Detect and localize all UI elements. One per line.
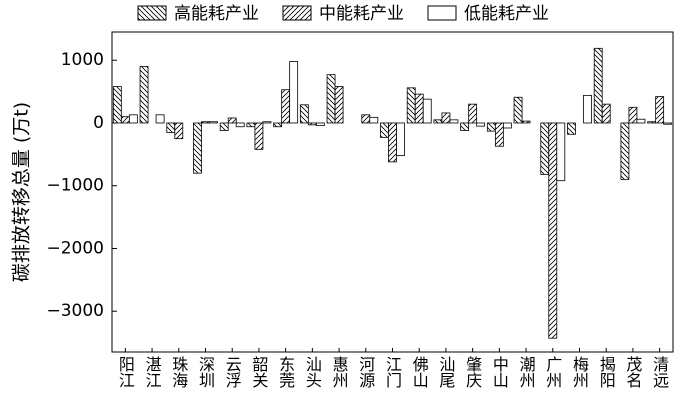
bar: [361, 114, 371, 124]
bar: [414, 93, 424, 124]
bar: [601, 103, 611, 124]
bar: [548, 122, 558, 339]
bar: [422, 98, 432, 124]
legend-swatch: [137, 5, 167, 21]
bar: [583, 94, 592, 124]
bar: [139, 66, 149, 124]
bar: [396, 122, 405, 157]
bar: [369, 116, 379, 124]
x-tick-label: 中山: [490, 356, 509, 388]
bar: [647, 121, 657, 124]
bar: [315, 122, 325, 126]
bar: [388, 122, 397, 163]
x-tick-label: 深圳: [196, 356, 215, 388]
x-tick-label: 阳江: [116, 356, 135, 388]
bar: [219, 122, 229, 131]
x-tick-label: 珠海: [169, 356, 188, 388]
bar: [433, 119, 443, 124]
bar: [128, 114, 138, 124]
bar: [262, 121, 272, 124]
plot-frame: [111, 31, 674, 353]
x-tick-label: 梅州: [570, 356, 589, 388]
legend-label: 中能耗产业: [319, 4, 404, 24]
bar: [174, 122, 184, 140]
y-axis-label: 碳排放转移总量 (万t): [11, 102, 33, 282]
x-tick-label: 汕尾: [436, 356, 455, 388]
x-tick-label: 江门: [383, 356, 402, 389]
bar: [166, 122, 176, 133]
x-tick-label: 茂名: [623, 356, 642, 388]
x-tick-label: 韶关: [249, 356, 268, 388]
x-tick-label: 广州: [543, 356, 562, 388]
y-tick-label: −3000: [46, 301, 104, 321]
bar: [628, 106, 638, 124]
bar: [235, 122, 245, 128]
legend-label: 高能耗产业: [174, 4, 259, 24]
bar: [655, 96, 665, 124]
bar: [120, 116, 130, 124]
x-tick-label: 潮州: [517, 356, 536, 388]
bar: [540, 122, 550, 175]
y-tick-label: −1000: [46, 176, 104, 196]
bar: [334, 86, 344, 124]
x-tick-label: 云浮: [223, 356, 242, 388]
bar: [299, 104, 309, 124]
legend-swatch: [282, 5, 312, 21]
bar: [486, 122, 496, 132]
y-tick-label: −2000: [46, 238, 104, 258]
x-tick-label: 河源: [356, 356, 375, 389]
bar: [227, 117, 237, 124]
legend-label: 低能耗产业: [464, 4, 549, 24]
bar: [406, 87, 416, 124]
bar: [521, 120, 531, 124]
bar: [380, 122, 389, 138]
bar: [502, 122, 512, 129]
x-tick-label: 揭阳: [597, 356, 616, 388]
bar: [636, 118, 646, 124]
x-tick-label: 湛江: [143, 356, 162, 388]
bar: [494, 122, 504, 147]
bar: [620, 122, 630, 180]
bar: [476, 122, 486, 127]
bar: [468, 103, 478, 124]
bar: [326, 74, 336, 124]
bar: [201, 121, 210, 124]
bar: [567, 122, 576, 135]
bar: [155, 114, 165, 124]
bar: [593, 47, 603, 124]
bar: [246, 122, 256, 128]
y-tick-label: 1000: [61, 50, 104, 70]
bar: [663, 122, 673, 125]
bar: [513, 96, 523, 124]
bar: [193, 122, 202, 174]
bar: [254, 122, 264, 150]
bar: [289, 61, 299, 124]
x-tick-label: 东莞: [276, 356, 295, 388]
x-tick-label: 汕头: [303, 356, 322, 388]
x-tick-label: 惠州: [330, 356, 349, 388]
bar: [441, 112, 451, 124]
bar: [449, 119, 459, 124]
legend-swatch: [427, 5, 457, 21]
bar: [556, 122, 566, 182]
x-tick-label: 肇庆: [463, 356, 482, 388]
x-tick-label: 佛山: [410, 356, 429, 388]
bar: [209, 121, 218, 124]
bar: [281, 89, 291, 124]
bar: [307, 122, 317, 126]
x-tick-label: 清远: [650, 356, 669, 389]
bar: [460, 122, 470, 131]
bar: [273, 122, 283, 128]
bar: [112, 86, 122, 124]
y-tick-label: 0: [93, 113, 104, 133]
